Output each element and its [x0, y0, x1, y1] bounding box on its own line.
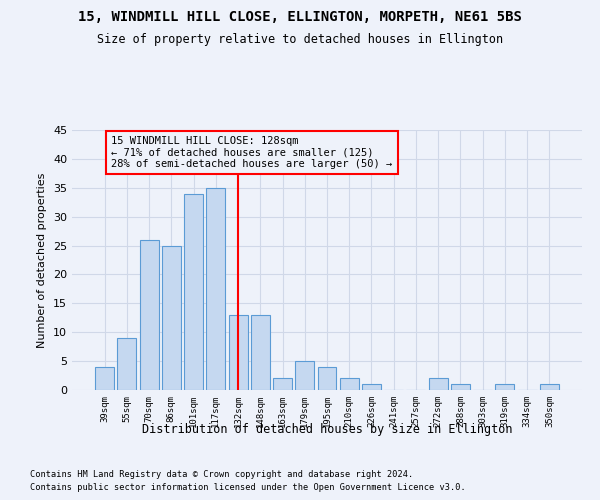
Bar: [273, 378, 292, 390]
Bar: [206, 188, 225, 390]
Text: 15, WINDMILL HILL CLOSE, ELLINGTON, MORPETH, NE61 5BS: 15, WINDMILL HILL CLOSE, ELLINGTON, MORP…: [78, 10, 522, 24]
Bar: [496, 384, 514, 390]
Bar: [162, 246, 181, 390]
Bar: [95, 367, 114, 390]
Bar: [229, 315, 248, 390]
Text: Distribution of detached houses by size in Ellington: Distribution of detached houses by size …: [142, 422, 512, 436]
Bar: [540, 384, 559, 390]
Bar: [451, 384, 470, 390]
Text: Contains public sector information licensed under the Open Government Licence v3: Contains public sector information licen…: [30, 482, 466, 492]
Text: 15 WINDMILL HILL CLOSE: 128sqm
← 71% of detached houses are smaller (125)
28% of: 15 WINDMILL HILL CLOSE: 128sqm ← 71% of …: [112, 136, 392, 169]
Bar: [184, 194, 203, 390]
Bar: [317, 367, 337, 390]
Bar: [340, 378, 359, 390]
Bar: [118, 338, 136, 390]
Bar: [429, 378, 448, 390]
Text: Size of property relative to detached houses in Ellington: Size of property relative to detached ho…: [97, 32, 503, 46]
Bar: [140, 240, 158, 390]
Bar: [362, 384, 381, 390]
Y-axis label: Number of detached properties: Number of detached properties: [37, 172, 47, 348]
Text: Contains HM Land Registry data © Crown copyright and database right 2024.: Contains HM Land Registry data © Crown c…: [30, 470, 413, 479]
Bar: [251, 315, 270, 390]
Bar: [295, 361, 314, 390]
